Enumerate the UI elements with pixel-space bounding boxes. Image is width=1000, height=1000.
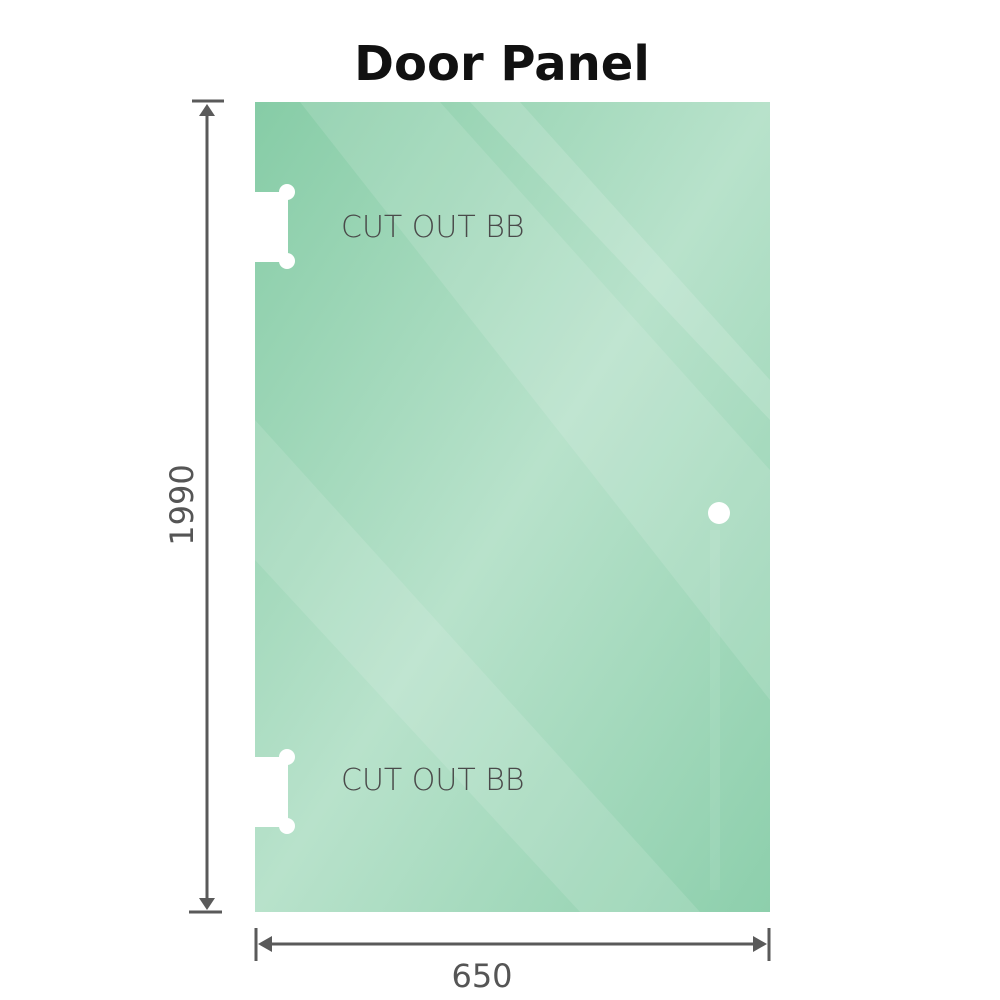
cutout-bottom-label: CUT OUT BB xyxy=(341,763,525,798)
cutout-top xyxy=(250,184,295,269)
width-label: 650 xyxy=(451,957,512,995)
handle-hole xyxy=(708,502,730,524)
height-dimension-line xyxy=(189,99,224,914)
glass-panel xyxy=(255,102,770,912)
cutout-top-label: CUT OUT BB xyxy=(341,210,525,245)
cutout-bottom xyxy=(250,749,295,834)
diagram-title: Door Panel xyxy=(354,36,650,92)
height-label: 1990 xyxy=(163,464,201,545)
width-dimension-line xyxy=(254,928,771,961)
